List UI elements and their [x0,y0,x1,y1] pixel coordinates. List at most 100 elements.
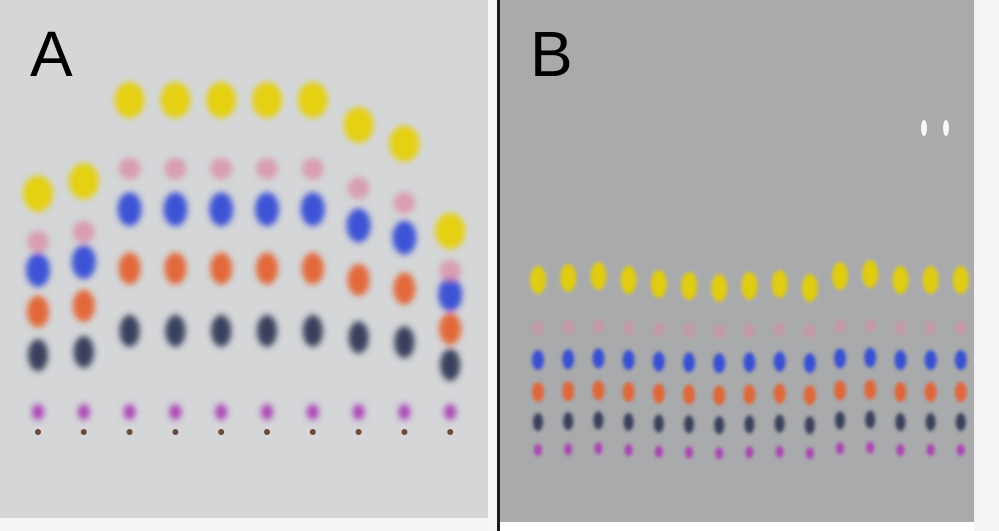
spot-a-dark-navy [119,314,140,347]
spot-b-blue [894,350,907,370]
spot-a-orange [72,289,95,322]
spot-a-purple [123,404,136,420]
spot-b-orange [834,380,846,401]
spot-a-orange [301,252,324,285]
spot-b-blue [592,348,605,369]
spot-a-pink [347,177,370,200]
spot-b-blue [562,349,575,370]
spot-b-yellow [862,260,879,288]
spot-b-yellow [681,272,697,300]
spot-a-purple [352,404,365,420]
spot-b-orange [954,382,967,402]
spot-b-purple [594,442,603,455]
panel-b-label: B [530,18,573,90]
spot-b-purple [564,443,573,456]
spot-b-blue [713,353,726,374]
spot-b-dark-navy [593,411,604,430]
spot-b-yellow [711,274,728,302]
spot-b-yellow [620,266,637,294]
spot-b-blue [532,350,544,370]
spot-b-dark-navy [623,413,634,431]
panel-a-label: A [30,18,73,90]
spot-b-purple [866,441,875,454]
spot-b-pink [743,323,756,338]
spot-a-blue [438,277,463,312]
spot-a-blue [300,192,325,227]
spot-a-purple [215,404,228,420]
spot-a-yellow [68,163,99,200]
spot-a-orange [439,312,462,345]
spot-b-yellow [560,264,577,292]
panel-divider [497,0,500,531]
spot-b-blue [864,347,877,368]
spot-b-blue [622,350,635,370]
spot-b-dark-navy [865,410,876,429]
origin-spot-a [218,429,225,435]
spot-a-pink [301,157,324,180]
spot-a-blue [117,192,142,227]
spot-b-dark-navy [925,413,936,431]
spot-b-yellow [650,270,667,298]
spot-b-dark-navy [804,416,815,435]
spot-a-blue [346,208,371,243]
spot-b-pink [622,321,635,335]
plate-b [500,0,999,531]
spot-a-orange [347,263,370,296]
origin-spot-a [401,429,408,435]
spot-a-dark-navy [302,314,323,347]
spot-a-pink [118,157,141,180]
spot-b-purple [685,446,693,459]
spot-a-pink [393,191,416,214]
spot-b-pink [532,321,544,335]
spot-a-purple [77,404,90,420]
spot-a-blue [255,192,279,227]
spot-b-purple [836,442,844,455]
spot-b-pink [683,323,695,338]
spot-a-yellow [389,125,420,162]
spot-a-purple [261,404,273,420]
plate-a-edge [488,0,497,531]
spot-b-purple [624,444,633,456]
origin-spot-a [172,429,179,435]
spot-b-pink [803,324,816,339]
spot-b-dark-navy [684,415,694,434]
spot-a-dark-navy [211,314,232,347]
panel-b: B [500,0,999,531]
spot-b-yellow [832,262,848,290]
spot-a-dark-navy [440,348,461,381]
spot-a-yellow [252,82,282,118]
spot-b-dark-navy [563,412,574,431]
spot-b-blue [803,353,816,374]
spot-b-pink [834,319,846,334]
spot-a-blue [209,192,234,227]
spot-b-orange [592,380,605,401]
spot-a-orange [164,252,187,285]
spot-b-yellow [590,262,607,290]
glare-mark [943,120,949,136]
spot-a-pink [210,157,233,180]
spot-a-blue [392,220,417,255]
spot-b-blue [954,350,967,370]
spot-a-yellow [114,82,145,118]
origin-spot-a [35,429,41,435]
spot-a-pink [256,157,278,180]
spot-b-yellow [741,272,758,300]
origin-spot-a [309,429,316,435]
spot-b-pink [562,320,575,335]
spot-b-yellow [892,266,909,294]
spot-a-yellow [23,175,53,212]
spot-b-purple [805,447,814,460]
spot-a-orange [393,272,416,305]
spot-a-yellow [343,106,374,143]
spot-b-blue [743,352,756,373]
glare-mark [921,120,927,136]
spot-b-purple [775,445,784,458]
spot-b-pink [592,319,605,334]
spot-b-pink [894,321,907,335]
spot-b-yellow [922,266,939,294]
spot-a-dark-navy [73,335,94,368]
spot-b-dark-navy [653,414,664,433]
spot-b-purple [956,444,965,456]
spot-b-yellow [801,274,818,302]
